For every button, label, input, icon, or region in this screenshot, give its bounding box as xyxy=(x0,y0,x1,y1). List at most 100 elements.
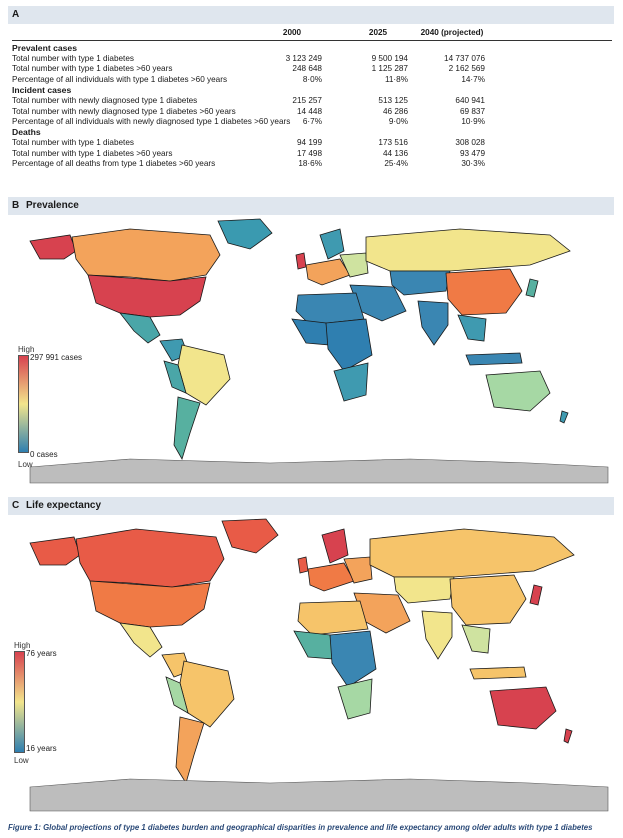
burden-table: 2000 2025 2040 (projected) Prevalent cases T… xyxy=(12,26,612,170)
row-value: 640 941 xyxy=(455,96,485,106)
table-row: Total number with newly diagnosed type 1… xyxy=(12,107,612,117)
china-region xyxy=(449,574,527,626)
life-legend-min: 16 years xyxy=(26,744,57,753)
row-value: 10·9% xyxy=(461,116,485,126)
prevalence-legend-low: Low xyxy=(18,460,33,469)
row-label: Total number with type 1 diabetes xyxy=(12,54,134,63)
scandinavia-region xyxy=(319,228,345,260)
panel-c-title: Life expectancy xyxy=(26,500,102,511)
indonesia-region xyxy=(469,666,527,680)
usa-region xyxy=(87,274,207,318)
row-value: 30·3% xyxy=(461,159,485,169)
row-value: 14 737 076 xyxy=(444,54,485,63)
panel-b-header: B Prevalence xyxy=(8,197,614,215)
peru-region xyxy=(165,676,189,714)
row-value: 513 125 xyxy=(378,96,408,106)
table-row: Percentage of all deaths from type 1 dia… xyxy=(12,159,612,169)
column-header: 2000 xyxy=(282,28,302,37)
prevalence-legend-min: 0 cases xyxy=(30,450,58,459)
india-region xyxy=(421,610,453,660)
brazil-region xyxy=(179,660,235,728)
prevalence-map-svg xyxy=(29,218,609,484)
row-value: 215 257 xyxy=(292,96,322,106)
india-region xyxy=(417,300,449,346)
column-header: 2040 (projected) xyxy=(420,28,484,37)
southeast-asia-region xyxy=(461,624,491,654)
table-row: Percentage of all individuals with newly… xyxy=(12,117,612,127)
life-expectancy-map-svg xyxy=(29,518,609,812)
section-title-text: Prevalent cases xyxy=(12,43,77,53)
row-value: 46 286 xyxy=(382,106,408,116)
argentina-region xyxy=(175,716,205,784)
central-africa-region xyxy=(329,630,377,688)
table-row: Total number with type 1 diabetes >60 ye… xyxy=(12,149,612,159)
table-row: Total number with newly diagnosed type 1… xyxy=(12,96,612,106)
column-header: 2025 xyxy=(368,28,388,37)
section-title: Prevalent cases xyxy=(12,43,612,54)
row-value: 248 648 xyxy=(292,64,322,74)
row-value: 11·8% xyxy=(384,74,408,84)
life-legend-low: Low xyxy=(14,756,29,765)
section-title-text: Deaths xyxy=(12,127,41,138)
west-africa-region xyxy=(291,318,331,346)
figure-caption: Figure 1: Global projections of type 1 d… xyxy=(8,823,593,832)
life-legend-max: 76 years xyxy=(26,649,57,658)
greenland-region xyxy=(221,518,279,554)
life-legend-high: High xyxy=(14,641,31,650)
row-label: Percentage of all deaths from type 1 dia… xyxy=(12,159,216,169)
south-africa-region xyxy=(337,678,373,720)
prevalence-colorbar xyxy=(18,355,29,453)
japan-region xyxy=(525,278,539,298)
section-title: Incident cases xyxy=(12,85,612,96)
row-label: Total number with type 1 diabetes >60 ye… xyxy=(12,64,173,74)
south-africa-region xyxy=(333,362,369,402)
row-value: 9 500 194 xyxy=(371,54,408,63)
row-value: 6·7% xyxy=(302,116,322,126)
row-value: 173 516 xyxy=(378,138,408,148)
central-africa-region xyxy=(325,318,373,372)
panel-c-header: C Life expectancy xyxy=(8,497,614,515)
row-value: 17 498 xyxy=(296,148,322,158)
eastern-europe-region xyxy=(339,252,369,278)
australia-region xyxy=(485,370,551,412)
mexico-region xyxy=(119,622,163,658)
peru-region xyxy=(163,360,187,394)
row-value: 14·7% xyxy=(461,74,485,84)
row-label: Total number with newly diagnosed type 1… xyxy=(12,106,236,116)
row-value: 18·6% xyxy=(298,159,322,169)
brazil-region xyxy=(177,344,231,406)
alaska-region xyxy=(29,536,81,566)
row-label: Total number with type 1 diabetes >60 ye… xyxy=(12,148,173,158)
canada-region xyxy=(71,228,221,282)
table-row: Percentage of all individuals with type … xyxy=(12,75,612,85)
uk-region xyxy=(295,252,307,270)
table-row: Total number with type 1 diabetes >60 ye… xyxy=(12,64,612,74)
new-zealand-region xyxy=(563,728,573,744)
row-value: 44 136 xyxy=(382,148,408,158)
western-europe-region xyxy=(307,562,355,592)
central-asia-region xyxy=(389,270,451,296)
row-value: 25·4% xyxy=(384,159,408,169)
panel-c-label: C xyxy=(12,500,20,511)
row-value: 2 162 569 xyxy=(448,64,485,74)
southeast-asia-region xyxy=(457,314,487,342)
row-label: Total number with newly diagnosed type 1… xyxy=(12,96,198,106)
mexico-region xyxy=(119,312,161,344)
row-label: Percentage of all individuals with newly… xyxy=(12,116,291,126)
row-label: Total number with type 1 diabetes xyxy=(12,138,134,148)
new-zealand-region xyxy=(559,410,569,424)
row-value: 1 125 287 xyxy=(371,64,408,74)
usa-region xyxy=(89,580,211,628)
north-africa-region xyxy=(297,600,369,636)
russia-region xyxy=(369,528,575,578)
antarctica-region xyxy=(29,778,609,812)
japan-region xyxy=(529,584,543,606)
greenland-region xyxy=(217,218,273,250)
prevalence-legend-high: High xyxy=(18,345,35,354)
panel-a-label: A xyxy=(12,9,20,20)
row-label: Percentage of all individuals with type … xyxy=(12,74,228,84)
alaska-region xyxy=(29,234,77,260)
china-region xyxy=(445,268,523,316)
row-value: 8·0% xyxy=(302,74,322,84)
panel-b-title: Prevalence xyxy=(26,200,79,211)
